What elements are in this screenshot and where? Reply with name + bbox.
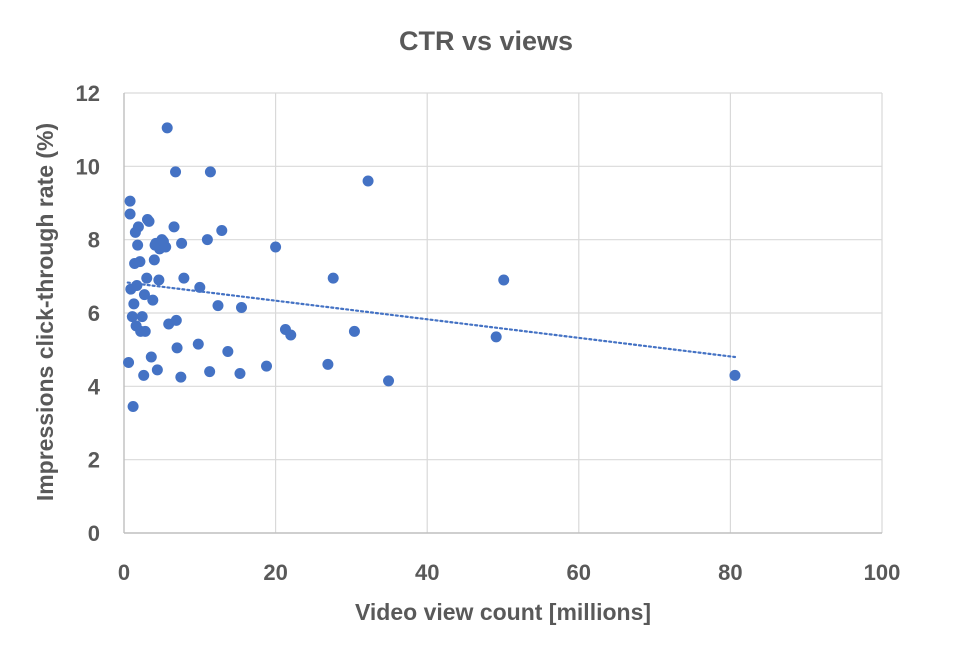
chart-title: CTR vs views: [399, 26, 573, 56]
data-point: [362, 175, 374, 187]
y-tick-label: 12: [76, 81, 100, 106]
data-point: [170, 314, 182, 326]
axes: [123, 93, 882, 534]
x-tick-labels: 0 20 40 60 80 100: [118, 560, 900, 585]
data-point: [161, 122, 173, 134]
data-point: [729, 369, 741, 381]
y-tick-label: 2: [88, 448, 100, 473]
y-tick-label: 10: [76, 154, 100, 179]
data-point: [171, 342, 183, 354]
data-point: [270, 241, 282, 253]
data-point: [132, 239, 144, 251]
data-point: [124, 208, 136, 220]
data-point: [327, 272, 339, 284]
data-point: [136, 311, 148, 323]
x-tick-label: 20: [263, 560, 287, 585]
y-tick-labels: 0 2 4 6 8 10 12: [76, 81, 101, 546]
data-point: [178, 272, 190, 284]
linear-trendline: [126, 281, 737, 359]
data-points: [123, 122, 741, 412]
data-point: [160, 241, 172, 253]
data-point: [212, 300, 224, 312]
x-tick-label: 100: [864, 560, 901, 585]
data-point: [348, 325, 360, 337]
data-point: [383, 375, 395, 387]
data-point: [147, 294, 159, 306]
data-point: [131, 280, 143, 291]
data-point: [176, 237, 188, 249]
data-point: [322, 358, 334, 370]
data-point: [285, 329, 297, 341]
y-tick-label: 8: [88, 228, 100, 253]
x-tick-label: 0: [118, 560, 130, 585]
data-point: [192, 338, 204, 350]
x-tick-label: 60: [567, 560, 591, 585]
data-point: [143, 215, 155, 227]
data-point: [222, 346, 234, 357]
data-point: [153, 274, 165, 286]
x-tick-label: 80: [718, 560, 742, 585]
data-point: [141, 272, 153, 284]
y-tick-label: 6: [88, 301, 100, 326]
data-point: [138, 289, 150, 301]
data-point: [201, 234, 213, 246]
x-axis-title: Video view count [millions]: [355, 599, 651, 625]
data-point: [175, 371, 187, 383]
data-point: [490, 331, 502, 343]
y-axis-title: Impressions click-through rate (%): [32, 123, 58, 501]
data-point: [134, 256, 146, 268]
data-point: [148, 254, 160, 266]
data-point: [498, 274, 510, 286]
data-point: [126, 311, 138, 323]
x-tick-label: 40: [415, 560, 439, 585]
data-point: [170, 166, 182, 178]
gridlines: [124, 92, 883, 533]
data-point: [204, 166, 216, 178]
data-point: [127, 401, 139, 412]
data-point: [124, 195, 136, 207]
data-point: [139, 325, 151, 337]
data-point: [168, 221, 180, 233]
data-point: [194, 281, 206, 293]
data-point: [145, 351, 157, 363]
data-point: [128, 298, 140, 310]
y-tick-label: 0: [88, 521, 100, 546]
trendline-layer: [126, 281, 737, 359]
data-point: [151, 364, 163, 376]
data-point: [123, 357, 135, 368]
data-point: [235, 302, 247, 313]
data-point: [132, 221, 144, 233]
data-point: [234, 368, 246, 379]
data-point: [204, 366, 216, 378]
data-point: [216, 225, 228, 236]
data-point: [261, 360, 273, 372]
y-tick-label: 4: [88, 374, 101, 399]
data-point: [138, 369, 150, 381]
